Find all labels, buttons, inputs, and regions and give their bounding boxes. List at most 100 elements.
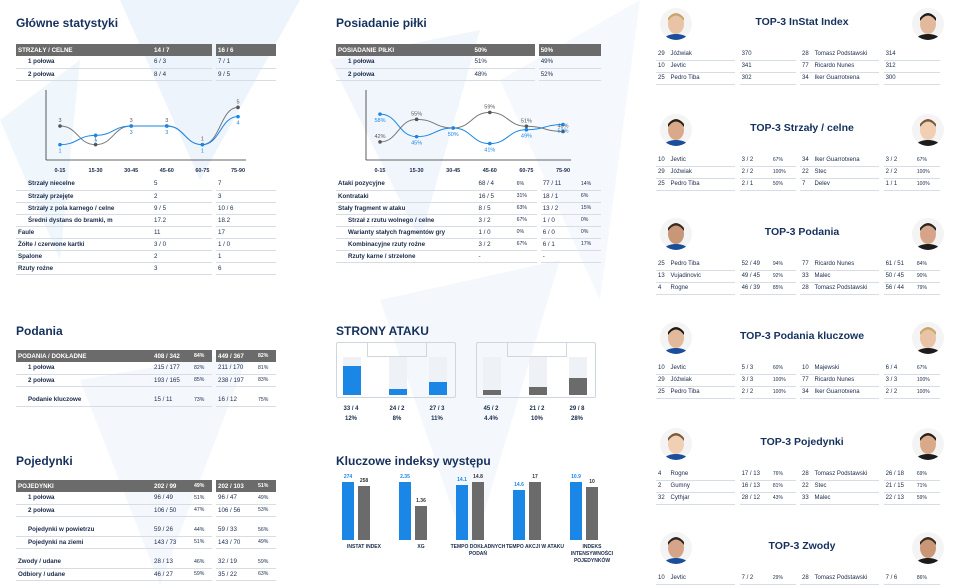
passes-table: PODANIA / DOKŁADNE 408 / 342 84% 449 / 367 8… — [16, 350, 276, 407]
side-bar-track — [529, 357, 547, 395]
team-b-percent: 51% — [256, 480, 276, 492]
player-value: 46 / 39 — [739, 282, 771, 295]
player-number: 10 — [656, 60, 669, 73]
side-bar-track — [343, 357, 361, 395]
top3-title: TOP-3 Pojedynki — [760, 436, 844, 448]
team-a-percent: 63% — [514, 202, 537, 215]
player-percent: 86% — [914, 572, 940, 585]
player-row: 25 Pedro Tiba 302 — [656, 72, 796, 85]
player-percent: 90% — [914, 270, 940, 283]
team-a-value: 17.2 — [152, 214, 212, 227]
kpi-bar-team-a — [342, 482, 354, 540]
kpi-value-team-b: 17 — [532, 474, 538, 480]
side-bar-track — [569, 357, 587, 395]
player-number: 28 — [800, 282, 813, 295]
player-number: 25 — [656, 258, 669, 271]
kpi-group: 14.1 14.8 TEMPO DOKŁADNYCH PODAŃ — [451, 470, 506, 585]
team-b-value: 9 / 5 — [216, 68, 276, 81]
player-row: 10 Jevtic 3 / 2 67% — [656, 154, 796, 167]
data-label-team-a: 52% — [557, 129, 568, 135]
x-tick-label: 45-60 — [483, 168, 497, 174]
team-a-value: 193 / 165 — [152, 374, 192, 387]
data-label-team-b: 48% — [557, 123, 568, 129]
table-row: 2 połowa 106 / 50 47% 106 / 56 53% — [16, 504, 276, 517]
point-team-a — [524, 127, 529, 132]
team-a-value: 16 / 5 — [476, 190, 515, 203]
row-label: 1 połowa — [16, 492, 152, 505]
player-name: Iker Guarrotxena — [812, 386, 880, 399]
point-team-a — [93, 142, 98, 147]
x-tick-label: 30-45 — [124, 168, 138, 174]
player-value: 341 — [739, 60, 771, 73]
player-row: 29 Jóźwiak 370 — [656, 48, 796, 61]
player-row: 2 Gumny 16 / 13 81% — [656, 480, 796, 493]
point-team-a — [451, 126, 455, 130]
team-a-percent: 49% — [192, 480, 212, 492]
row-label: Kombinacyjne rzuty rożne — [336, 238, 477, 251]
table-row: 1 połowa 96 / 49 51% 96 / 47 49% — [16, 492, 276, 505]
table-row: 1 połowa 215 / 177 82% 211 / 170 81% — [16, 362, 276, 375]
spacer-cell — [256, 548, 276, 556]
table-row: Spalone 2 1 — [16, 250, 276, 263]
player-row: 13 Vujadinovic 49 / 45 92% — [656, 270, 796, 283]
data-label-team-a: 45% — [411, 141, 422, 147]
header-label: STRZAŁY / CELNE — [16, 44, 152, 56]
player-value: 61 / 51 — [883, 258, 915, 271]
player-number: 29 — [656, 166, 669, 179]
team-b-value: 77 / 11 — [540, 178, 579, 191]
team-b-percent: 63% — [256, 568, 276, 581]
penalty-box — [507, 343, 567, 357]
player-number: 33 — [800, 270, 813, 283]
top3-title: TOP-3 Podania — [764, 226, 840, 238]
team-a-percent: 47% — [192, 504, 212, 517]
possession-chart: 0-15 15-30 30-45 45-60 60-75 75-90 42% 55% 59% 51… — [365, 90, 571, 174]
team-b-value: 449 / 367 — [216, 350, 256, 362]
x-tick-label: 0-15 — [54, 168, 65, 174]
player-percent: 76% — [770, 468, 796, 481]
player-value: 370 — [739, 48, 771, 61]
team-a-value: 15 / 11 — [152, 394, 192, 407]
side-percent: 12% — [344, 416, 357, 422]
team-b-value: 1 / 0 — [216, 238, 276, 251]
kpi-label: INDEKS INTENSYWNOŚCI POJEDYNKÓW — [570, 544, 614, 564]
team-b-value: 7 / 1 — [216, 56, 276, 69]
point-team-b — [165, 124, 169, 128]
team-a-value: 48% — [472, 68, 535, 81]
data-label-team-b: 1 — [58, 149, 61, 155]
data-label-team-a: 5 — [236, 99, 239, 105]
team-a-value: 1 / 0 — [476, 226, 515, 239]
team-a-percent: 44% — [192, 524, 212, 537]
side-value: 45 / 2 — [483, 406, 499, 412]
table-row: Warianty stałych fragmentów gry 1 / 0 0% 6 … — [336, 226, 601, 239]
side-value: 27 / 3 — [429, 406, 445, 412]
table-header: PODANIA / DOKŁADNE 408 / 342 84% 449 / 367 8… — [16, 350, 276, 362]
team-a-value: 202 / 99 — [152, 480, 192, 492]
player-percent: 85% — [770, 282, 796, 295]
point-team-a — [58, 124, 62, 128]
player-row: 22 Stec 2 / 2 100% — [800, 166, 940, 179]
player-number: 4 — [656, 468, 669, 481]
team-b-percent: 17% — [578, 238, 601, 251]
player-row: 25 Pedro Tiba 52 / 49 94% — [656, 258, 796, 271]
table-row: Pojedynki w powietrzu 59 / 26 44% 59 / 33 56… — [16, 524, 276, 537]
team-a-percent: 73% — [192, 394, 212, 407]
player-value: 300 — [883, 72, 915, 85]
player-name: Ricardo Nunes — [812, 258, 880, 271]
data-label-team-b: 55% — [411, 111, 422, 117]
player-value: 1 / 1 — [883, 178, 915, 191]
player-row: 28 Tomasz Podstawski 56 / 44 79% — [800, 282, 940, 295]
player-avatar-left — [660, 114, 692, 146]
team-a-value: 9 / 5 — [152, 202, 212, 215]
point-team-a — [561, 122, 565, 127]
player-avatar-right — [912, 322, 944, 354]
table-row: Strzał z rzutu wolnego / celne 3 / 2 67% 1 … — [336, 214, 601, 227]
penalty-box — [367, 343, 427, 357]
player-percent: 100% — [770, 386, 796, 399]
player-value: 17 / 13 — [739, 468, 771, 481]
player-number: 10 — [656, 362, 669, 375]
team-b-value: 1 — [216, 250, 276, 263]
data-label-team-a: 1 — [201, 137, 204, 143]
point-team-b — [93, 133, 98, 138]
team-a-percent: 67% — [514, 214, 537, 227]
row-spacer — [16, 516, 276, 524]
